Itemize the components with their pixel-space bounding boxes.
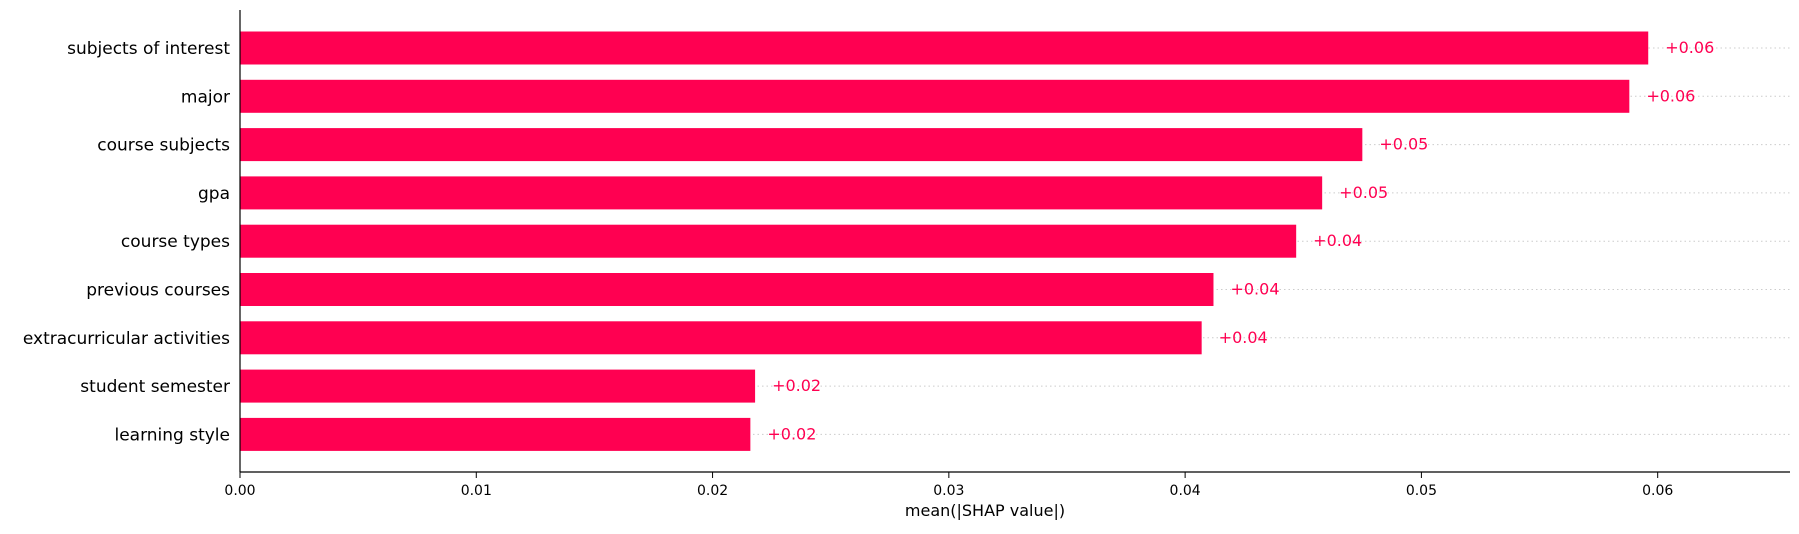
bar [240,321,1202,355]
axes-layer [239,10,1790,473]
bar [240,128,1363,162]
bar-value-label: +0.05 [1379,135,1428,154]
bar-value-label: +0.05 [1339,183,1388,202]
bar-value-label: +0.02 [772,376,821,395]
bar [240,417,751,451]
category-label: extracurricular activities [23,329,230,349]
bar [240,79,1630,113]
category-label: previous courses [86,281,230,301]
category-label: learning style [114,425,230,445]
bar-value-label: +0.04 [1230,280,1279,299]
x-tick-label: 0.01 [461,483,492,499]
category-label: student semester [80,377,230,397]
category-label: course types [121,232,230,252]
bar-value-label: +0.02 [767,424,816,443]
bar [240,176,1323,210]
x-tick-label: 0.03 [933,483,964,499]
bar [240,273,1214,306]
bar-value-label: +0.04 [1313,231,1362,250]
bar [240,31,1649,65]
bar-value-label: +0.06 [1665,38,1714,57]
x-tick-label: 0.05 [1406,483,1437,499]
bars-layer [240,31,1649,451]
bar-value-label: +0.06 [1646,86,1695,105]
category-label: subjects of interest [67,39,230,59]
bar [240,224,1297,258]
x-tick-label: 0.04 [1170,483,1201,499]
x-tick-label: 0.02 [697,483,728,499]
value-labels: +0.06 +0.06 +0.05 +0.05 +0.04 +0.04 +0.04 +0.02… [767,38,1714,443]
category-label: gpa [198,184,230,204]
x-axis-title: mean(|SHAP value|) [905,501,1065,520]
category-label: major [181,87,230,107]
bar-value-label: +0.04 [1219,328,1268,347]
y-category-labels: subjects of interest major course subjects… [23,39,230,445]
category-label: course subjects [97,136,230,156]
x-tick-label: 0.06 [1642,483,1673,499]
x-ticks-layer: 0.00 0.01 0.02 0.03 0.04 0.05 0.06 [224,472,1673,499]
bar [240,369,756,403]
x-tick-label: 0.00 [224,483,255,499]
